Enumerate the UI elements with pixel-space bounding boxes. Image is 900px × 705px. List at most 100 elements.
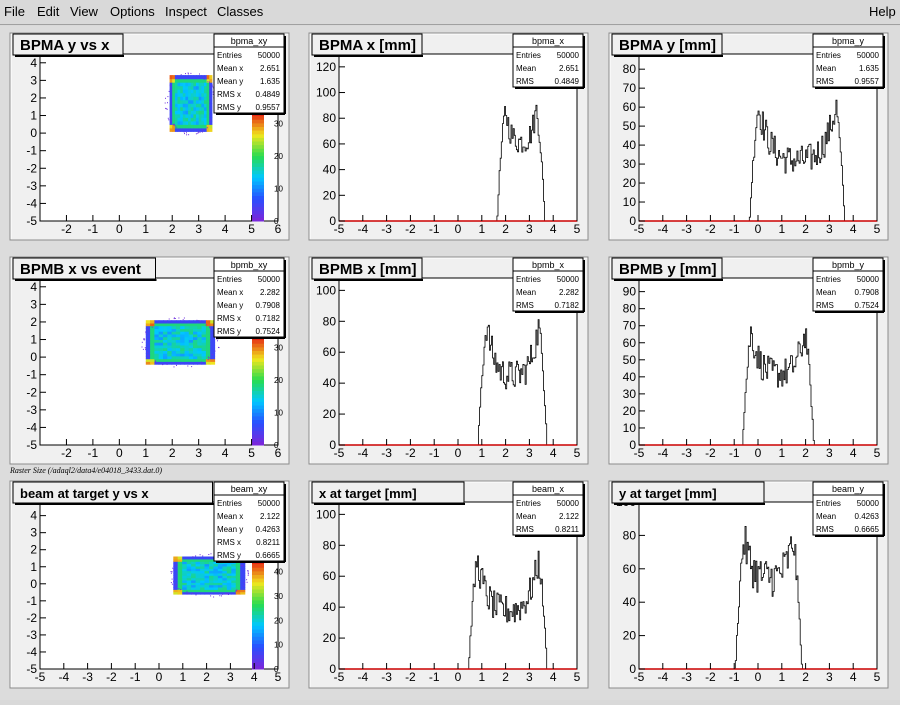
heatmap-cell xyxy=(209,92,213,97)
y-tick-label: 40 xyxy=(623,138,637,152)
heatmap-cell xyxy=(174,85,179,90)
heatmap-cell xyxy=(145,344,151,349)
heatmap-cell xyxy=(188,89,192,94)
menu-help[interactable]: Help xyxy=(869,4,896,19)
heatmap-cell xyxy=(193,75,197,80)
heatmap-outlier xyxy=(184,133,185,135)
palette-tick-label: 10 xyxy=(274,641,283,650)
heatmap-outlier xyxy=(162,364,164,366)
heatmap-cell xyxy=(213,584,219,588)
plot-pad-1[interactable]: 0 10 20 30 -2 -1 0 1 2 3 4 5 6 -5 -4 -3 -2 -1 0 1 2 3 4 BPMA y … xyxy=(9,32,290,241)
heatmap-cell xyxy=(182,89,186,94)
heatmap-cell xyxy=(182,580,188,583)
palette-cell xyxy=(252,643,264,648)
heatmap-cell xyxy=(195,584,201,588)
heatmap-cell xyxy=(180,325,186,329)
heatmap-cell xyxy=(186,558,192,562)
heatmap-cell xyxy=(174,120,179,125)
heatmap-outlier xyxy=(202,129,204,131)
menu-options[interactable]: Options xyxy=(110,4,155,19)
heatmap-cell xyxy=(193,325,198,329)
plot-pad-7[interactable]: 0 10 20 30 40 -5 -4 -3 -2 -1 0 1 2 3 4 5 -5 -4 -3 -2 -1 0 1 2 3 4… xyxy=(9,480,290,689)
x-tick-label: 4 xyxy=(850,670,857,684)
heatmap-cell xyxy=(163,325,168,329)
heatmap-cell xyxy=(180,361,186,365)
plot-pad-5[interactable]: -5 -4 -3 -2 -1 0 1 2 3 4 5 0 20 40 60 80 100 BPMB x [mm] b… xyxy=(308,256,589,465)
heatmap-cell xyxy=(182,106,186,111)
heatmap-outlier xyxy=(225,593,227,595)
stats-label: Entries xyxy=(516,51,541,60)
heatmap-cell xyxy=(240,575,246,579)
palette-cell xyxy=(252,607,264,612)
heatmap-cell xyxy=(175,322,181,327)
heatmap-cell xyxy=(217,577,223,581)
plot-pad-8[interactable]: -5 -4 -3 -2 -1 0 1 2 3 4 5 0 20 40 60 80 100 x at target … xyxy=(308,480,589,689)
x-tick-label: -3 xyxy=(681,222,692,236)
stats-label: RMS xyxy=(516,525,534,534)
heatmap-cell xyxy=(167,342,173,346)
menu-edit[interactable]: Edit xyxy=(37,4,60,19)
heatmap-cell xyxy=(180,322,186,327)
heatmap-cell xyxy=(175,361,181,365)
x-tick-label: 3 xyxy=(526,670,533,684)
heatmap-outlier xyxy=(151,326,153,328)
plot-pad-6[interactable]: -5 -4 -3 -2 -1 0 1 2 3 4 50102030405060708090BPMB … xyxy=(608,256,889,465)
x-tick-label: -1 xyxy=(88,222,99,236)
heatmap-outlier xyxy=(213,596,215,598)
heatmap-cell xyxy=(180,320,186,324)
heatmap-outlier xyxy=(165,97,166,99)
heatmap-outlier xyxy=(148,355,150,357)
heatmap-outlier xyxy=(210,595,212,597)
plot-pad-2[interactable]: -5 -4 -3 -2 -1 0 1 2 3 4 5 0 20 40 60 80 100 120 BPMA x [m… xyxy=(308,32,589,241)
heatmap-cell xyxy=(158,320,164,324)
x-tick-label: -5 xyxy=(634,670,645,684)
heatmap-cell xyxy=(201,333,207,338)
y-tick-label: 20 xyxy=(623,176,637,190)
heatmap-cell xyxy=(180,328,186,332)
stats-label: RMS y xyxy=(217,327,241,336)
heatmap-outlier xyxy=(146,329,148,331)
heatmap-cell xyxy=(154,350,160,354)
heatmap-cell xyxy=(204,577,210,581)
heatmap-cell xyxy=(240,582,246,586)
heatmap-cell xyxy=(200,561,206,565)
y-tick-label: -4 xyxy=(26,645,37,659)
heatmap-cell xyxy=(150,350,155,354)
x-tick-label: 5 xyxy=(248,446,255,460)
x-tick-label: 5 xyxy=(874,670,881,684)
heatmap-cell xyxy=(182,575,188,579)
heatmap-outlier xyxy=(179,130,181,132)
heatmap-cell xyxy=(213,582,219,586)
menu-file[interactable]: File xyxy=(4,4,25,19)
heatmap-cell xyxy=(185,124,189,129)
heatmap-cell xyxy=(197,339,203,343)
y-tick-label: 70 xyxy=(623,81,637,95)
y-tick-label: -1 xyxy=(26,368,37,382)
stats-label: RMS xyxy=(516,301,534,310)
heatmap-cell xyxy=(240,572,246,576)
heatmap-cell xyxy=(167,344,173,349)
stats-label: Mean xyxy=(516,64,536,73)
heatmap-cell xyxy=(188,124,192,129)
heatmap-outlier xyxy=(185,73,186,75)
heatmap-cell xyxy=(174,113,179,118)
plot-title: BPMB x [mm] xyxy=(319,261,417,278)
palette-cell xyxy=(252,437,264,442)
plot-pad-4[interactable]: 0 10 20 30 -2 -1 0 1 2 3 4 5 6 -5 -4 -3 -2 -1 0 1 2 3 4 BPMB x … xyxy=(9,256,290,465)
menu-view[interactable]: View xyxy=(70,4,98,19)
plot-pad-9[interactable]: -5-4-3-2-1012345020406080100y at target … xyxy=(608,480,889,689)
palette-cell xyxy=(252,386,264,391)
heatmap-cell xyxy=(193,320,198,324)
menu-classes[interactable]: Classes xyxy=(217,4,264,19)
y-tick-label: 40 xyxy=(623,370,637,384)
x-tick-label: 2 xyxy=(502,222,509,236)
heatmap-cell xyxy=(217,580,223,583)
menu-inspect[interactable]: Inspect xyxy=(165,4,207,19)
heatmap-cell xyxy=(204,106,208,111)
heatmap-cell xyxy=(184,325,190,329)
heatmap-cell xyxy=(169,127,173,132)
canvas-area: 0 10 20 30 -2 -1 0 1 2 3 4 5 6 -5 -4 -3 -2 -1 0 1 2 3 4 BPMA y … xyxy=(0,26,900,700)
heatmap-cell xyxy=(150,320,155,324)
